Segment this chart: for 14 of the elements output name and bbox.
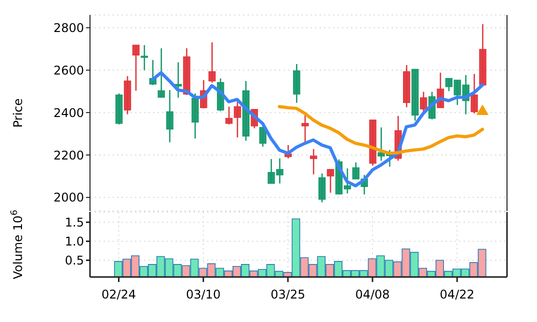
- y-tick-label: 1.0: [64, 234, 84, 249]
- y-tick-label: 0.5: [64, 254, 84, 268]
- x-tick-label: 03/25: [270, 288, 306, 302]
- x-tick-label: 03/10: [186, 288, 221, 302]
- y-tick-label: 2800: [53, 20, 84, 35]
- y-tick-label: 2600: [53, 63, 84, 78]
- y-axis-title: Price: [11, 98, 25, 128]
- y-tick-label: 2200: [53, 148, 84, 162]
- y-tick-label: 2000: [53, 190, 84, 205]
- x-tick-label: 04/22: [440, 288, 474, 302]
- x-tick-label: 04/08: [355, 288, 390, 302]
- y-tick-label: 1.5: [64, 216, 84, 230]
- x-tick-label: 02/24: [101, 288, 136, 302]
- y-tick-label: 2400: [53, 106, 84, 120]
